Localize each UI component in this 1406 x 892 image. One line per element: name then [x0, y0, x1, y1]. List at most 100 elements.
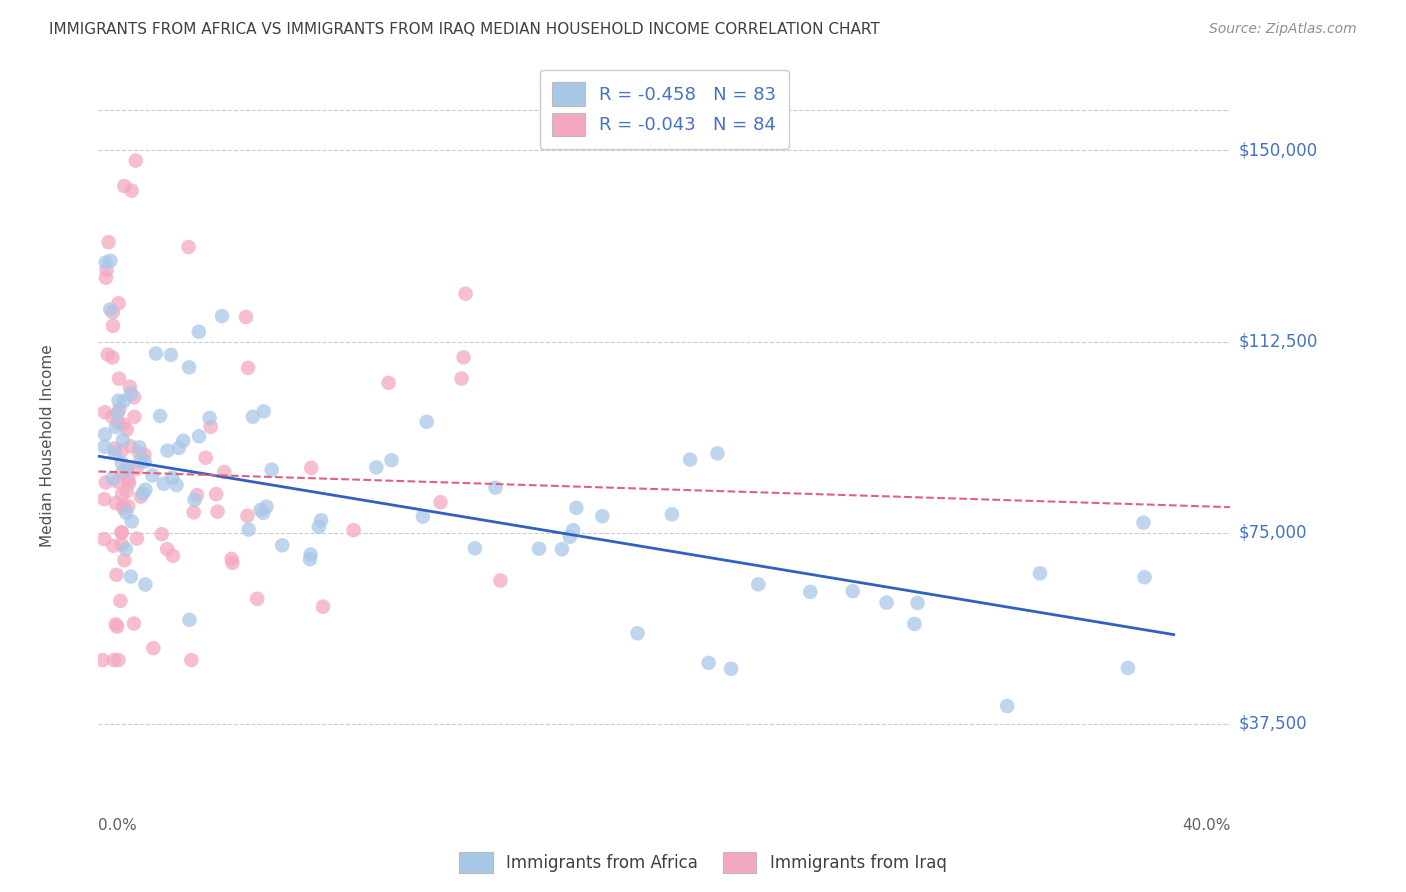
Point [104, 617, 127, 632]
Point [565, 500, 588, 515]
Text: 0.0%: 0.0% [98, 818, 138, 833]
Point [626, 626, 648, 640]
Point [114, 542, 136, 557]
Point [253, 404, 276, 418]
Point [299, 460, 322, 475]
Point [132, 486, 155, 500]
Point [415, 415, 437, 429]
Point [205, 487, 228, 501]
Point [380, 453, 402, 467]
Point [129, 490, 152, 504]
Point [94, 427, 117, 442]
Point [107, 653, 129, 667]
Legend: Immigrants from Africa, Immigrants from Iraq: Immigrants from Africa, Immigrants from … [453, 846, 953, 880]
Point [256, 500, 278, 514]
Point [160, 348, 183, 362]
Text: Source: ZipAtlas.com: Source: ZipAtlas.com [1209, 22, 1357, 37]
Point [111, 525, 134, 540]
Point [118, 380, 141, 394]
Point [94, 270, 117, 285]
Point [429, 495, 451, 509]
Point [124, 409, 146, 424]
Point [128, 446, 150, 460]
Point [342, 523, 364, 537]
Point [121, 514, 143, 528]
Point [166, 478, 188, 492]
Point [221, 552, 243, 566]
Point [134, 483, 156, 497]
Point [111, 466, 134, 480]
Point [93, 532, 115, 546]
Point [903, 616, 925, 631]
Point [183, 505, 205, 519]
Point [558, 530, 581, 544]
Point [995, 698, 1018, 713]
Point [96, 262, 118, 277]
Point [249, 503, 271, 517]
Point [112, 179, 135, 194]
Point [141, 468, 163, 483]
Point [242, 409, 264, 424]
Point [464, 541, 486, 556]
Text: $112,500: $112,500 [1239, 333, 1317, 351]
Point [108, 402, 131, 417]
Point [101, 409, 124, 424]
Point [1029, 566, 1052, 581]
Point [112, 393, 135, 408]
Point [107, 406, 129, 420]
Point [309, 513, 332, 527]
Point [112, 499, 135, 513]
Point [162, 549, 184, 563]
Point [551, 542, 574, 557]
Point [260, 463, 283, 477]
Point [1132, 516, 1154, 530]
Point [111, 433, 134, 447]
Point [105, 567, 128, 582]
Point [121, 184, 143, 198]
Point [105, 619, 128, 633]
Point [94, 475, 117, 490]
Point [484, 481, 506, 495]
Point [117, 499, 139, 513]
Point [108, 371, 131, 385]
Point [172, 434, 194, 448]
Point [115, 484, 138, 499]
Point [115, 506, 138, 520]
Point [104, 420, 127, 434]
Point [94, 405, 117, 419]
Point [111, 487, 134, 501]
Point [214, 465, 236, 479]
Point [94, 255, 117, 269]
Point [312, 599, 335, 614]
Point [188, 429, 211, 443]
Point [799, 585, 821, 599]
Point [150, 527, 173, 541]
Point [120, 386, 142, 401]
Point [211, 309, 233, 323]
Point [179, 613, 201, 627]
Point [107, 415, 129, 429]
Point [156, 443, 179, 458]
Point [238, 523, 260, 537]
Text: IMMIGRANTS FROM AFRICA VS IMMIGRANTS FROM IRAQ MEDIAN HOUSEHOLD INCOME CORRELATI: IMMIGRANTS FROM AFRICA VS IMMIGRANTS FRO… [49, 22, 880, 37]
Point [271, 538, 294, 552]
Point [562, 523, 585, 537]
Point [128, 441, 150, 455]
Point [298, 552, 321, 566]
Point [107, 475, 129, 489]
Point [104, 496, 127, 510]
Point [142, 641, 165, 656]
Point [207, 505, 229, 519]
Point [122, 616, 145, 631]
Point [876, 596, 898, 610]
Point [98, 302, 121, 317]
Point [252, 506, 274, 520]
Point [412, 509, 434, 524]
Point [117, 473, 139, 487]
Point [246, 591, 269, 606]
Text: $37,500: $37,500 [1239, 714, 1308, 733]
Point [180, 653, 202, 667]
Point [187, 325, 209, 339]
Point [101, 351, 124, 365]
Point [117, 460, 139, 475]
